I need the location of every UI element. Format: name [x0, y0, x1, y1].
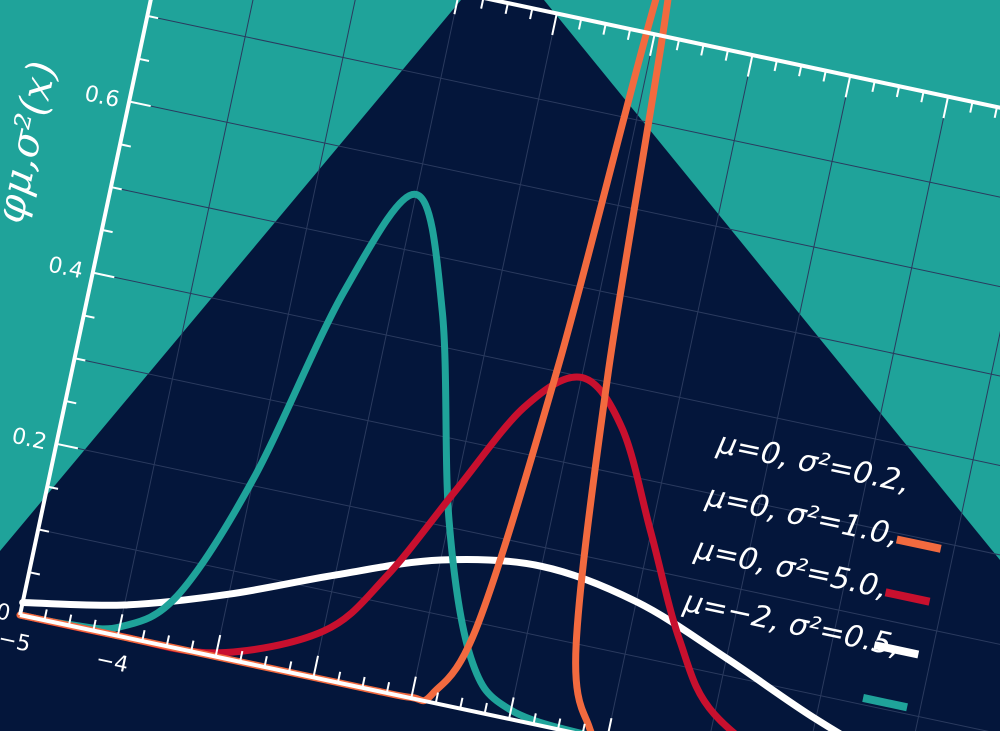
y-tick [138, 57, 150, 62]
legend-swatch [884, 588, 931, 606]
y-tick [119, 143, 132, 148]
y-tick [110, 186, 122, 191]
x-tick [557, 718, 562, 730]
x-tick-top [577, 18, 583, 30]
x-tick-top [746, 54, 754, 77]
y-axis-line [18, 0, 168, 616]
y-axis-label: φμ,σ²(x) [0, 57, 66, 227]
x-tick [116, 614, 124, 636]
x-tick [434, 692, 439, 704]
x-tick-label: −5 [0, 626, 33, 657]
x-tick [43, 609, 48, 621]
x-tick [239, 650, 244, 662]
grid-line-horizontal [110, 186, 1000, 396]
x-tick [312, 655, 319, 678]
x-tick [508, 697, 515, 720]
grid-line-horizontal [147, 15, 1000, 225]
y-tick-label: 0.2 [9, 424, 48, 456]
x-tick [92, 619, 97, 631]
x-tick-top [480, 0, 485, 9]
x-tick-top [993, 106, 998, 118]
x-tick [67, 614, 73, 626]
x-tick [361, 676, 366, 688]
x-tick-top [895, 86, 901, 98]
grid-line-horizontal [129, 100, 1000, 310]
y-tick [37, 528, 50, 533]
x-tick [410, 676, 417, 699]
x-tick [19, 593, 26, 616]
grid-line-horizontal [56, 443, 1000, 653]
x-tick [165, 635, 170, 647]
y-tick [74, 357, 86, 362]
x-tick-top [504, 2, 509, 15]
x-tick [532, 713, 537, 725]
y-tick-label: 0.6 [82, 81, 121, 113]
y-tick [47, 485, 59, 490]
x-tick-top [844, 75, 852, 98]
x-tick-top [798, 65, 803, 77]
y-tick [19, 614, 42, 621]
y-tick [28, 571, 41, 576]
x-tick-top [920, 91, 925, 103]
y-tick [128, 100, 151, 108]
x-tick [214, 634, 222, 657]
x-tick [336, 671, 342, 683]
x-tick-top [626, 28, 632, 41]
x-tick-top [700, 44, 705, 56]
y-tick [83, 314, 95, 319]
y-tick-label: 0.4 [46, 253, 85, 285]
x-tick [459, 697, 464, 709]
x-tick-top [942, 96, 950, 119]
x-tick-top [822, 70, 827, 82]
x-tick-top [453, 0, 460, 15]
legend-swatch [895, 535, 942, 553]
x-tick-top [724, 49, 729, 61]
x-tick-top [675, 39, 681, 51]
series-line [16, 190, 1000, 731]
series-line [19, 555, 1000, 731]
grid-line-horizontal [74, 357, 1000, 567]
x-tick [190, 640, 195, 652]
y-tick [65, 400, 77, 405]
legend-swatch [873, 641, 920, 659]
x-tick [141, 630, 146, 642]
x-tick-top [773, 60, 778, 72]
series-line [16, 373, 1000, 731]
y-tick [101, 228, 113, 234]
x-tick-top [969, 101, 974, 113]
y-tick [147, 14, 159, 20]
x-tick-top [529, 8, 534, 20]
x-tick [263, 656, 268, 668]
x-tick [483, 702, 488, 714]
x-tick [288, 661, 293, 673]
x-tick-top [602, 23, 607, 35]
x-tick-top [871, 80, 876, 93]
x-tick-top [551, 13, 558, 36]
legend-swatch [862, 694, 908, 712]
y-tick [92, 271, 115, 279]
x-tick [581, 723, 586, 731]
x-tick [605, 718, 613, 731]
x-tick-top [649, 34, 656, 56]
x-tick [385, 681, 391, 694]
x-axis-line [19, 613, 999, 731]
y-tick [56, 442, 79, 450]
